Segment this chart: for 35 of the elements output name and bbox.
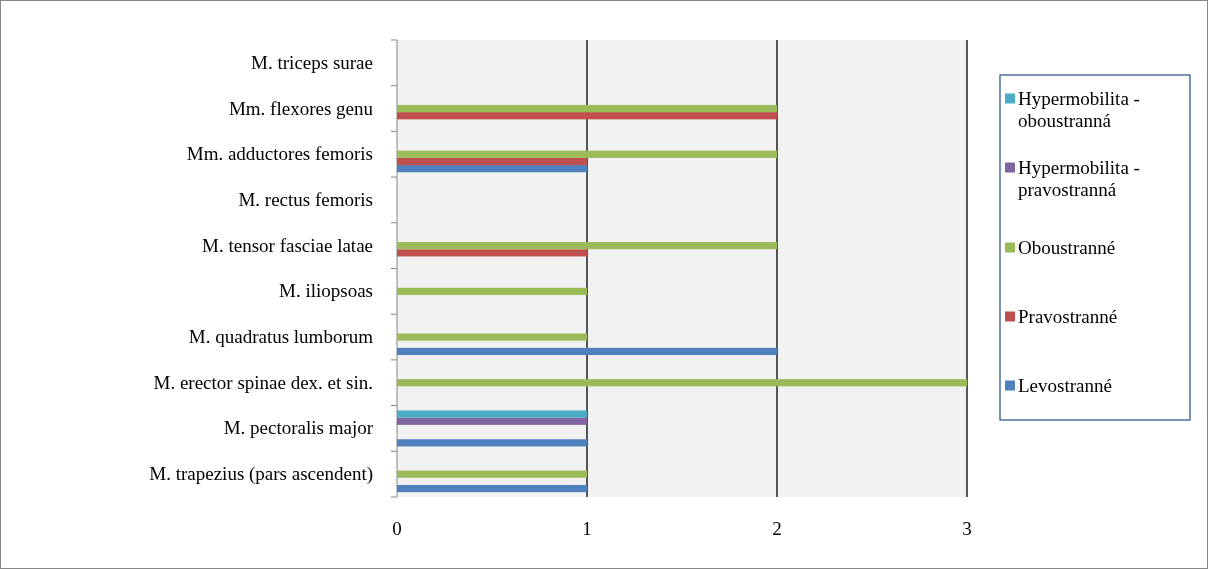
y-tick-label: M. trapezius (pars ascendent) <box>149 463 373 486</box>
bar <box>397 379 967 387</box>
bar <box>397 165 587 173</box>
bar <box>397 470 587 478</box>
legend-label: Pravostranné <box>1018 305 1118 327</box>
legend-label: Oboustranné <box>1018 236 1116 258</box>
bar <box>397 104 777 113</box>
bar <box>397 157 587 166</box>
y-tick-label: M. erector spinae dex. et sin. <box>153 371 373 393</box>
bar <box>397 347 777 356</box>
y-tick-label: Mm. flexores genu <box>228 97 374 119</box>
y-tick-label: M. iliopsoas <box>279 280 373 302</box>
bar <box>397 410 587 418</box>
y-tick-label: M. rectus femoris <box>238 188 373 210</box>
bar <box>397 150 777 158</box>
x-tick-label: 0 <box>392 518 402 539</box>
y-tick-label: M. triceps surae <box>251 51 373 73</box>
x-tick-label: 1 <box>582 518 592 539</box>
bar <box>397 112 777 120</box>
bar <box>397 249 587 257</box>
y-tick-label: Mm. adductores femoris <box>186 143 373 165</box>
bar <box>397 484 587 493</box>
y-tick-label: M. pectoralis major <box>223 417 374 439</box>
bar <box>397 242 777 250</box>
legend-label: Hypermobilita - oboustranná <box>1018 87 1140 131</box>
legend-label: Levostranné <box>1018 374 1112 396</box>
bar <box>397 333 587 341</box>
bar <box>397 439 587 447</box>
x-tick-label: 3 <box>962 518 972 539</box>
legend-label: Hypermobilita - pravostranná <box>1018 156 1140 200</box>
y-tick-label: M. tensor fasciae latae <box>202 234 373 256</box>
y-tick-label: M. quadratus lumborum <box>188 326 374 348</box>
x-tick-label: 2 <box>772 518 782 539</box>
bar <box>397 417 587 425</box>
bar <box>397 287 587 295</box>
